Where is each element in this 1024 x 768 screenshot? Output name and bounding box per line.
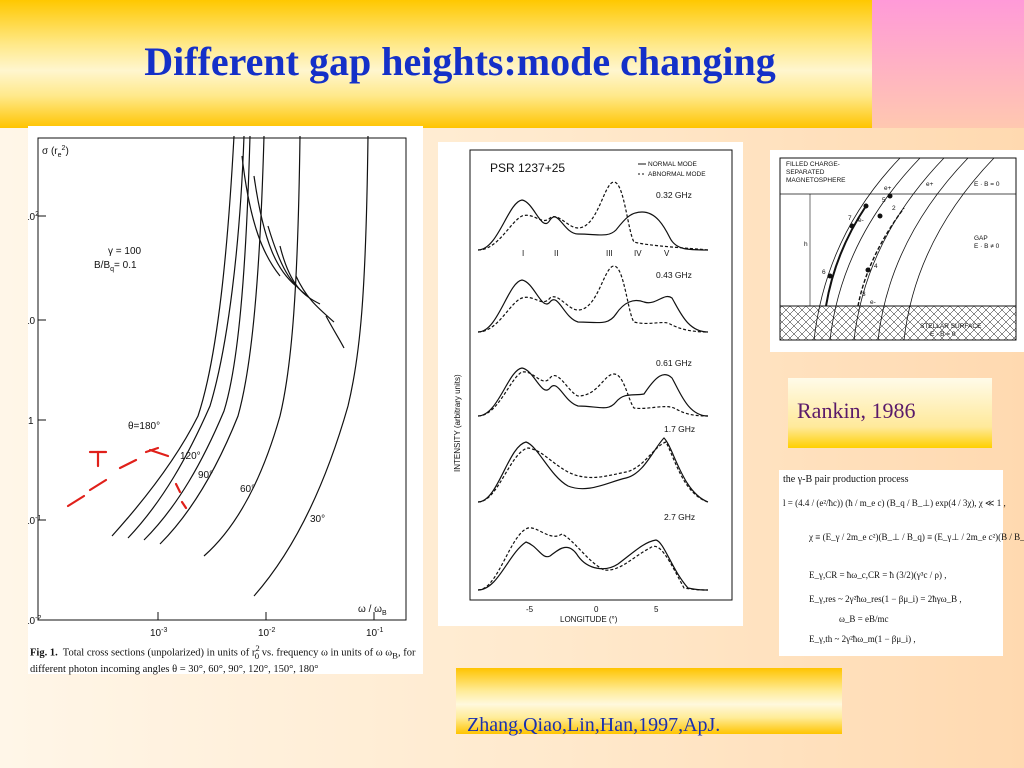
title-bar [0, 0, 872, 128]
x-tick-label: 10-1 [366, 627, 383, 639]
formula-line: l = (4.4 / (e²/ħc)) (ħ / m_e c) (B_q / B… [783, 498, 1006, 508]
freq-label: 0.61 GHz [656, 358, 692, 368]
angle-label-60: 60° [240, 484, 255, 495]
param-gamma: γ = 100 [108, 246, 142, 257]
angle-label-180: θ=180° [128, 421, 160, 432]
component-label: I [522, 249, 524, 258]
svg-text:e+: e+ [926, 181, 934, 188]
svg-text:SEPARATED: SEPARATED [786, 169, 825, 176]
profile-curves [477, 181, 709, 591]
component-label: V [664, 249, 670, 258]
y-tick-label: 10-2 [28, 615, 41, 627]
svg-text:7: 7 [848, 215, 852, 222]
x-tick: -5 [526, 605, 534, 614]
svg-text:4: 4 [874, 263, 878, 270]
curve-30 [253, 135, 369, 597]
svg-text:e-: e- [858, 217, 864, 224]
formula-line: E_γ,res ~ 2γ²ħω_res(1 − βμ_i) = 2ħγω_B , [809, 594, 962, 604]
y-major-ticks [38, 215, 375, 620]
x-tick-label: 10-2 [258, 627, 275, 639]
cross-section-plot: σ (re2) 102 10 1 10-1 10-2 10-3 10-2 10-… [24, 135, 407, 639]
y-tick-label: 10 [28, 316, 36, 327]
param-b: B/Bq= 0.1 [94, 260, 137, 273]
freq-label: 2.7 GHz [664, 512, 695, 522]
stellar-surface [780, 306, 1016, 340]
y-tick-label: 1 [28, 416, 34, 427]
resonance-1 [241, 155, 281, 277]
reference-text: Zhang,Qiao,Lin,Han,1997,ApJ. [467, 714, 721, 736]
svg-text:3: 3 [862, 291, 866, 298]
formula-line: ω_B = eB/mc [839, 614, 889, 624]
y-tick-label: 10-1 [28, 515, 41, 527]
curve-120 [143, 135, 251, 541]
gap-diagram-svg: FILLED CHARGE- SEPARATED MAGNETOSPHERE E… [779, 157, 1017, 341]
top-eq: E · B = 0 [974, 181, 1000, 188]
svg-text:e-: e- [870, 299, 876, 306]
top-label: FILLED CHARGE- [786, 161, 840, 168]
surface-eq: E · B = 0 [930, 331, 956, 338]
formula-line: χ ≡ (E_γ / 2m_e c²)(B_⊥ / B_q) ≡ (E_γ⊥ /… [809, 532, 1024, 542]
freq-label: 0.43 GHz [656, 270, 692, 280]
component-label: II [554, 249, 558, 258]
legend-abnormal: ABNORMAL MODE [648, 171, 706, 178]
pulse-profile-plot: PSR 1237+25 NORMAL MODE ABNORMAL MODE 0.… [453, 149, 733, 624]
height-label: h [804, 241, 808, 248]
y-axis-label: σ (re2) [42, 145, 69, 159]
particle-track [825, 205, 867, 307]
angle-label-120: 120° [180, 451, 201, 462]
profile-title: PSR 1237+25 [490, 161, 565, 175]
x-axis-label: LONGITUDE (°) [560, 615, 618, 624]
svg-text:5: 5 [882, 197, 886, 204]
y-tick-label: 102 [28, 211, 39, 223]
x-tick: 0 [594, 605, 599, 614]
gap-label: GAP [974, 235, 988, 242]
cross-section-figure: σ (re2) 102 10 1 10-1 10-2 10-3 10-2 10-… [24, 126, 423, 675]
svg-text:e+: e+ [884, 185, 892, 192]
surface-label: STELLAR SURFACE [920, 323, 982, 330]
gap-eq: E · B ≠ 0 [974, 243, 1000, 250]
formula-line: E_γ,CR = ħω_c,CR = ħ (3/2)(γ³c / ρ) , [809, 570, 947, 580]
rankin-caption: Rankin, 1986 [797, 398, 916, 423]
x-axis-label: ω / ωB [358, 604, 387, 617]
formula-panel: the γ-B pair production process l = (4.4… [779, 470, 1024, 656]
angle-label-30: 30° [310, 514, 325, 525]
freq-label: 0.32 GHz [656, 190, 692, 200]
component-label: III [606, 249, 613, 258]
angle-label-90: 90° [198, 470, 213, 481]
svg-text:2: 2 [892, 205, 896, 212]
pulse-profile-figure: PSR 1237+25 NORMAL MODE ABNORMAL MODE 0.… [438, 142, 743, 626]
curve-180 [111, 135, 235, 537]
svg-text:MAGNETOSPHERE: MAGNETOSPHERE [786, 177, 846, 184]
component-label: IV [634, 249, 642, 258]
formula-line: E_γ,th ~ 2γ²ħω_m(1 − βμ_i) , [809, 634, 916, 644]
slide-title: Different gap heights:mode changing [144, 39, 776, 84]
plot-frame [37, 137, 407, 621]
field-lines [813, 157, 995, 341]
corner-decoration [872, 0, 1024, 128]
curve-60 [203, 135, 301, 557]
formula-heading: the γ-B pair production process [783, 474, 909, 485]
cross-section-curves [111, 135, 369, 597]
reference-box [456, 668, 842, 734]
figure-1-caption: Fig. 1. Total cross sections (unpolarize… [30, 643, 416, 675]
svg-text:6: 6 [822, 269, 826, 276]
x-tick: 5 [654, 605, 659, 614]
gap-diagram: FILLED CHARGE- SEPARATED MAGNETOSPHERE E… [770, 150, 1024, 352]
x-tick-label: 10-3 [150, 627, 167, 639]
curve-150 [127, 135, 245, 539]
legend-normal: NORMAL MODE [648, 161, 698, 168]
freq-label: 1.7 GHz [664, 424, 695, 434]
rankin-caption-box [788, 378, 992, 448]
y-axis-label: INTENSITY (arbitrary units) [453, 374, 462, 472]
red-annotation [66, 446, 188, 510]
